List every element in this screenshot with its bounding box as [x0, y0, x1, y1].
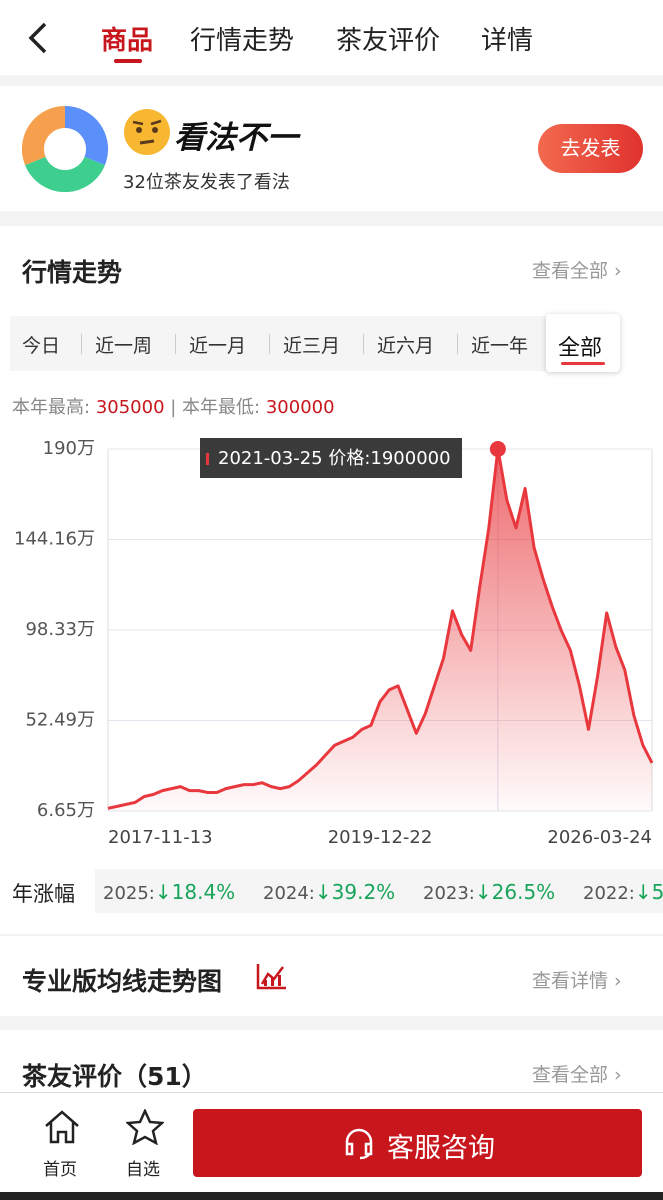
range-tab[interactable]: 近一年 [471, 335, 529, 357]
favorite-icon[interactable] [126, 1109, 164, 1145]
tooltip-bg [200, 438, 462, 478]
section-title: 茶友评价（51） [22, 1062, 207, 1091]
range-divider [81, 334, 82, 354]
more-text: 查看全部 [532, 260, 609, 282]
chart-icon [256, 964, 286, 990]
header: 商品 行情走势 茶友评价 详情 [0, 0, 663, 75]
growth-label: 年涨幅 [12, 882, 75, 906]
range-tab[interactable]: 近一月 [189, 335, 247, 357]
growth-year: 2023: [423, 883, 475, 904]
range-divider [363, 334, 364, 354]
section-title: 专业版均线走势图 [22, 967, 223, 996]
range-divider [175, 334, 176, 354]
system-bar [0, 1192, 663, 1200]
opinion-subtitle: 32位茶友发表了看法 [123, 172, 290, 193]
growth-year: 2025: [103, 883, 155, 904]
headset-icon [345, 1128, 373, 1160]
tab[interactable]: 商品 [101, 26, 154, 56]
tab[interactable]: 详情 [481, 26, 534, 56]
more-text: 查看全部 [532, 1064, 609, 1086]
y-tick-label: 144.16万 [14, 529, 95, 550]
y-tick-label: 190万 [43, 438, 95, 459]
section-title: 行情走势 [22, 258, 123, 287]
growth-row: 2025:↓18.4% 2024:↓39.2% 2023:↓26.5% 2022:↓5 [95, 869, 663, 913]
range-tab[interactable]: 全部 [558, 336, 603, 361]
tooltip-swatch [206, 453, 209, 465]
tooltip: 2021-03-25 价格:1900000 [218, 448, 451, 469]
home-icon[interactable] [43, 1109, 81, 1145]
growth-item: 2024:↓39.2% [263, 880, 395, 904]
high-value: 305000 [95, 397, 165, 418]
high-label: 本年最高: [12, 397, 91, 418]
growth-change: ↓18.4% [154, 880, 236, 904]
range-underline [561, 362, 605, 365]
back-button[interactable] [25, 20, 55, 56]
more-link[interactable]: 查看详情 › [532, 970, 622, 992]
x-tick-label: 2019-12-22 [328, 827, 433, 848]
year-stats: 本年最高: 305000 | 本年最低: 300000 [12, 397, 335, 418]
y-tick-label: 6.65万 [37, 800, 95, 821]
tab-indicator [114, 59, 142, 63]
more-text: 查看详情 [532, 970, 609, 992]
tab[interactable]: 行情走势 [190, 26, 295, 56]
price-area [108, 449, 652, 811]
range-divider [457, 334, 458, 354]
emoji [124, 109, 170, 155]
low-label: 本年最低: [182, 397, 261, 418]
range-tab[interactable]: 今日 [22, 335, 61, 357]
more-link[interactable]: 查看全部 › [532, 260, 622, 282]
service-label[interactable]: 客服咨询 [387, 1133, 495, 1164]
price-line [107, 447, 654, 810]
growth-year: 2022: [583, 883, 635, 904]
y-tick-label: 52.49万 [25, 709, 95, 730]
growth-change: ↓26.5% [474, 880, 556, 904]
growth-item: 2022:↓5 [583, 880, 663, 904]
home-label[interactable]: 首页 [43, 1160, 77, 1180]
x-tick-label: 2026-03-24 [547, 827, 652, 848]
growth-year: 2024: [263, 883, 315, 904]
tab[interactable]: 茶友评价 [336, 26, 441, 56]
service-button[interactable]: 客服咨询 [193, 1109, 642, 1177]
low-value: 300000 [265, 397, 335, 418]
growth-change: ↓39.2% [314, 880, 396, 904]
growth-change: ↓5 [634, 880, 663, 904]
donut [22, 106, 108, 192]
pro-card: 专业版均线走势图 查看详情 › [0, 936, 663, 1016]
x-tick-label: 2017-11-13 [108, 827, 213, 848]
reviews-card: 茶友评价（51） 查看全部 › [0, 1030, 663, 1100]
market-card: 行情走势 查看全部 › 今日 近一周 近一月 近三月 近六月 近一年 全部 本年最高: 30… [0, 226, 663, 934]
range-bar [10, 316, 620, 371]
bottom-bar: 首页 自选 客服咨询 [0, 1092, 663, 1193]
range-tab[interactable]: 近三月 [283, 335, 341, 357]
growth-item: 2025:↓18.4% [103, 880, 235, 904]
range-divider [269, 334, 270, 354]
peak-marker [489, 441, 506, 457]
y-tick-label: 98.33万 [25, 619, 95, 640]
growth-item: 2023:↓26.5% [423, 880, 555, 904]
more-link[interactable]: 查看全部 › [532, 1064, 622, 1086]
opinion-title: 看法不一 [174, 120, 298, 156]
post-button[interactable]: 去发表 [538, 124, 643, 173]
favorite-label[interactable]: 自选 [126, 1160, 160, 1180]
price-chart: 6.65万 52.49万 98.33万 144.16万 190万 2021-03-25 价… [14, 438, 654, 848]
range-tab[interactable]: 近一周 [95, 335, 153, 357]
range-tab[interactable]: 近六月 [377, 335, 435, 357]
opinion-card: 看法不一 32位茶友发表了看法 去发表 [0, 86, 663, 211]
